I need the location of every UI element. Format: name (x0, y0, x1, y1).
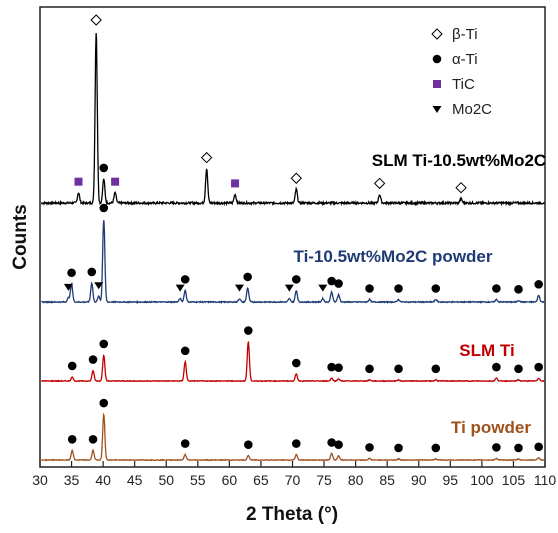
beta-ti-marker (200, 151, 213, 164)
x-tick-label: 60 (222, 472, 238, 488)
legend-label: TiC (452, 76, 475, 93)
legend-label: Mo2C (452, 101, 492, 118)
alpha-ti-marker (88, 434, 98, 444)
series-labels: SLM Ti-10.5wt%Mo2C Ti-10.5wt%Mo2C powder S… (294, 151, 547, 437)
series-line (41, 33, 545, 207)
series-label: SLM Ti-10.5wt%Mo2C (372, 151, 546, 170)
alpha-ti-marker (67, 361, 77, 371)
x-tick-label: 65 (253, 472, 269, 488)
alpha-ti-marker (244, 326, 253, 335)
beta-ti-marker (373, 177, 386, 190)
alpha-ti-marker (492, 443, 501, 452)
x-tick-label: 35 (64, 472, 80, 488)
marker-layer (63, 14, 543, 453)
y-axis-title: Counts (10, 204, 31, 269)
legend-diamond-icon (431, 28, 443, 40)
series-label: Ti powder (451, 418, 531, 437)
alpha-ti-marker (365, 443, 374, 452)
x-tick-label: 100 (470, 472, 494, 488)
mo2c-marker (234, 284, 244, 292)
alpha-ti-marker (99, 163, 109, 173)
beta-ti-marker (290, 172, 302, 184)
x-tick-label: 55 (190, 472, 206, 488)
alpha-ti-marker (87, 267, 97, 277)
x-tick-label: 80 (348, 472, 364, 488)
beta-ti-marker (90, 14, 102, 26)
alpha-ti-marker (492, 284, 501, 293)
alpha-ti-marker (99, 398, 109, 408)
legend-triangle-icon (432, 106, 442, 113)
mo2c-marker (318, 284, 328, 292)
alpha-ti-marker (534, 280, 543, 289)
alpha-ti-marker (291, 439, 301, 448)
beta-ti-marker (455, 181, 467, 194)
legend: β-Ti α-Ti TiC Mo2C (431, 26, 492, 118)
series-line (41, 412, 545, 462)
x-tick-label: 45 (127, 472, 143, 488)
alpha-ti-marker (291, 358, 301, 368)
alpha-ti-marker (327, 362, 336, 372)
mo2c-marker (284, 284, 294, 292)
alpha-ti-marker (431, 443, 441, 453)
x-axis-title: 2 Theta (°) (246, 504, 338, 525)
x-tick-label: 85 (379, 472, 395, 488)
series-layer (40, 33, 545, 462)
x-tick-label: 110 (534, 472, 557, 488)
mo2c-marker (175, 284, 185, 292)
alpha-ti-marker (514, 443, 523, 453)
alpha-ti-marker (291, 275, 301, 284)
alpha-ti-marker (534, 362, 543, 372)
x-tick-label: 40 (95, 472, 111, 488)
tic-marker (74, 177, 83, 186)
alpha-ti-marker (180, 275, 190, 284)
series-line (41, 220, 545, 305)
alpha-ti-marker (327, 438, 336, 447)
alpha-ti-marker (534, 442, 543, 452)
legend-circle-icon (432, 54, 442, 64)
alpha-ti-marker (88, 355, 98, 364)
alpha-ti-marker (394, 443, 403, 453)
alpha-ti-marker (67, 268, 76, 278)
series-label: SLM Ti (459, 341, 514, 360)
alpha-ti-marker (431, 364, 441, 374)
alpha-ti-marker (514, 285, 523, 294)
x-tick-label: 30 (32, 472, 48, 488)
series-line (40, 340, 545, 383)
alpha-ti-marker (99, 339, 109, 349)
series-label: Ti-10.5wt%Mo2C powder (294, 247, 493, 266)
alpha-ti-marker (394, 364, 403, 374)
alpha-ti-marker (67, 434, 77, 444)
alpha-ti-marker (365, 364, 374, 374)
x-axis-ticks: 30 35 40 45 50 55 60 65 70 75 80 85 90 95 100 105 110 (32, 461, 556, 488)
legend-label: β-Ti (452, 26, 478, 43)
alpha-ti-marker (180, 439, 190, 448)
tic-marker (111, 177, 120, 186)
alpha-ti-marker (243, 272, 252, 282)
alpha-ti-marker (431, 284, 441, 293)
alpha-ti-marker (327, 276, 336, 286)
legend-label: α-Ti (452, 51, 478, 68)
alpha-ti-marker (334, 363, 343, 372)
alpha-ti-marker (99, 203, 109, 213)
mo2c-marker (63, 283, 73, 291)
alpha-ti-marker (492, 362, 501, 372)
x-tick-label: 70 (285, 472, 301, 488)
alpha-ti-marker (180, 346, 190, 356)
x-tick-label: 75 (316, 472, 332, 488)
alpha-ti-marker (334, 440, 343, 449)
alpha-ti-marker (244, 440, 253, 449)
alpha-ti-marker (365, 284, 374, 293)
x-tick-label: 50 (158, 472, 174, 488)
x-tick-label: 105 (502, 472, 526, 488)
tic-marker (231, 179, 240, 188)
alpha-ti-marker (514, 364, 523, 374)
x-tick-label: 90 (411, 472, 427, 488)
alpha-ti-marker (394, 284, 403, 293)
mo2c-marker (94, 282, 104, 290)
legend-square-icon (433, 80, 441, 88)
alpha-ti-marker (334, 279, 343, 288)
x-tick-label: 95 (443, 472, 459, 488)
